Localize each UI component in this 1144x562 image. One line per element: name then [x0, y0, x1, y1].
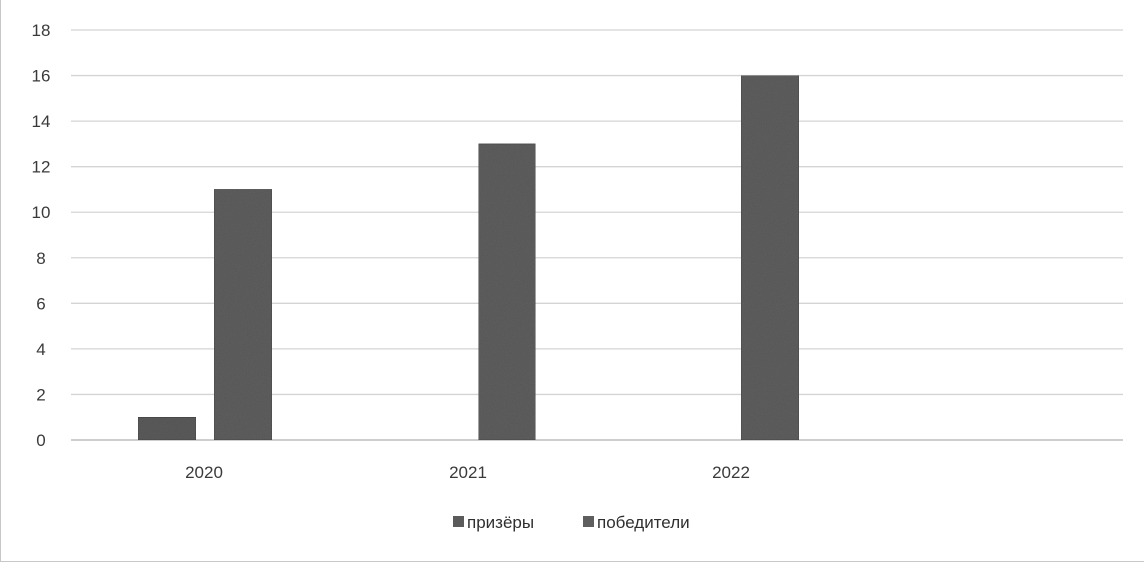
- y-axis-ticks: 0 2 4 6 8 10 12 14 16 18: [32, 21, 51, 450]
- bar-победители-2020: [213, 189, 273, 441]
- y-tick-label: 2: [36, 385, 45, 404]
- legend-label: призёры: [467, 513, 534, 532]
- y-tick-label: 14: [32, 112, 51, 131]
- legend: призёры победители: [453, 513, 690, 532]
- x-tick-label: 2021: [449, 463, 487, 482]
- y-tick-label: 8: [36, 249, 45, 268]
- x-tick-label: 2020: [185, 463, 223, 482]
- x-axis-ticks: 2020 2021 2022: [185, 463, 750, 482]
- y-tick-label: 12: [32, 158, 51, 177]
- y-tick-label: 16: [32, 67, 51, 86]
- y-tick-label: 4: [36, 340, 45, 359]
- x-tick-label: 2022: [712, 463, 750, 482]
- bar-победители-2021: [478, 143, 536, 441]
- legend-label: победители: [597, 513, 690, 532]
- bars: [137, 75, 800, 441]
- bar-победители-2022: [740, 75, 800, 441]
- legend-swatch-1: [453, 516, 464, 527]
- y-tick-label: 10: [32, 203, 51, 222]
- legend-swatch-2: [583, 516, 594, 527]
- y-tick-label: 0: [36, 431, 45, 450]
- bar-призёры-2020: [137, 416, 197, 441]
- y-tick-label: 18: [32, 21, 51, 40]
- y-tick-label: 6: [36, 294, 45, 313]
